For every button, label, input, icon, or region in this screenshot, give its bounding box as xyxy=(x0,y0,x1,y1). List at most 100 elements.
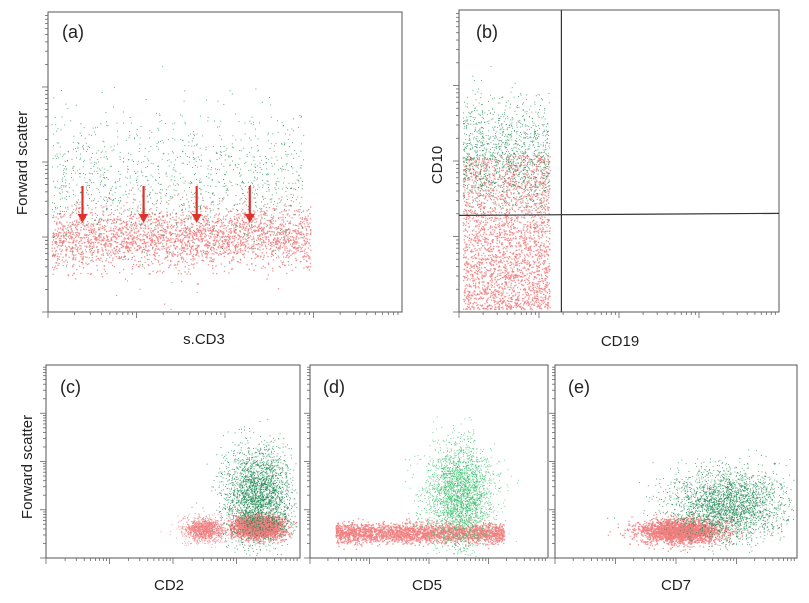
green-event-dot xyxy=(73,136,74,137)
pink-event-dot xyxy=(302,247,303,248)
pink-event-dot xyxy=(201,236,202,237)
green-event-dot xyxy=(137,185,138,186)
green-event-dot xyxy=(238,164,239,165)
green-event-dot xyxy=(266,226,267,227)
green-event-dot xyxy=(240,185,241,186)
pink-event-dot xyxy=(181,257,182,258)
green-event-dot xyxy=(52,209,53,210)
pink-event-dot xyxy=(239,225,240,226)
green-event-dot xyxy=(257,165,258,166)
pink-event-dot xyxy=(174,245,175,246)
green-event-dot xyxy=(177,183,178,184)
green-event-dot xyxy=(247,156,248,157)
pink-event-dot xyxy=(263,229,264,230)
pink-event-dot xyxy=(93,232,94,233)
pink-event-dot xyxy=(265,239,266,240)
pink-event-dot xyxy=(307,220,308,221)
pink-event-dot xyxy=(242,229,243,230)
green-event-dot xyxy=(263,185,264,186)
green-event-dot xyxy=(132,208,133,209)
pink-event-dot xyxy=(102,276,103,277)
green-event-dot xyxy=(214,121,215,122)
pink-event-dot xyxy=(263,266,264,267)
pink-event-dot xyxy=(489,234,490,235)
pink-event-dot xyxy=(253,238,254,239)
pink-event-dot xyxy=(216,249,217,250)
pink-event-dot xyxy=(185,251,186,252)
pink-event-dot xyxy=(205,234,206,235)
pink-event-dot xyxy=(228,223,229,224)
green-event-dot xyxy=(84,177,85,178)
pink-event-dot xyxy=(466,308,467,309)
pink-event-dot xyxy=(171,242,172,243)
green-event-dot xyxy=(61,187,62,188)
pink-event-dot xyxy=(139,266,140,267)
green-event-dot xyxy=(254,241,255,242)
pink-event-dot xyxy=(260,219,261,220)
pink-event-dot xyxy=(541,257,542,258)
pink-event-dot xyxy=(70,217,71,218)
pink-event-dot xyxy=(297,242,298,243)
green-event-dot xyxy=(232,143,233,144)
pink-event-dot xyxy=(290,240,291,241)
pink-event-dot xyxy=(261,245,262,246)
pink-event-dot xyxy=(206,216,207,217)
green-event-dot xyxy=(217,221,218,222)
pink-event-dot xyxy=(175,254,176,255)
green-event-dot xyxy=(237,184,238,185)
pink-event-dot xyxy=(200,211,201,212)
pink-event-dot xyxy=(229,261,230,262)
pink-event-dot xyxy=(190,251,191,252)
pink-event-dot xyxy=(167,226,168,227)
green-event-dot xyxy=(285,169,286,170)
pink-event-dot xyxy=(76,240,77,241)
pink-event-dot xyxy=(94,239,95,240)
pink-event-dot xyxy=(147,233,148,234)
green-event-dot xyxy=(119,156,120,157)
pink-event-dot xyxy=(203,225,204,226)
pink-event-dot xyxy=(526,239,527,240)
pink-event-dot xyxy=(166,221,167,222)
pink-event-dot xyxy=(136,218,137,219)
pink-event-dot xyxy=(273,239,274,240)
green-event-dot xyxy=(243,183,244,184)
pink-event-dot xyxy=(285,223,286,224)
green-event-dot xyxy=(64,153,65,154)
pink-event-dot xyxy=(92,233,93,234)
pink-event-dot xyxy=(122,227,123,228)
pink-event-dot xyxy=(89,251,90,252)
pink-event-dot xyxy=(467,202,468,203)
pink-event-dot xyxy=(279,241,280,242)
pink-event-dot xyxy=(537,231,538,232)
pink-event-dot xyxy=(249,225,250,226)
pink-event-dot xyxy=(178,261,179,262)
pink-event-dot xyxy=(179,234,180,235)
green-event-dot xyxy=(200,148,201,149)
pink-event-dot xyxy=(116,256,117,257)
pink-event-dot xyxy=(543,245,544,246)
green-event-dot xyxy=(285,151,286,152)
pink-event-dot xyxy=(538,283,539,284)
green-event-dot xyxy=(173,153,174,154)
green-event-dot xyxy=(54,255,55,256)
pink-event-dot xyxy=(280,232,281,233)
pink-event-dot xyxy=(114,247,115,248)
pink-event-dot xyxy=(162,272,163,273)
green-event-dot xyxy=(190,133,191,134)
pink-event-dot xyxy=(156,207,157,208)
pink-event-dot xyxy=(104,238,105,239)
pink-event-dot xyxy=(173,253,174,254)
pink-event-dot xyxy=(545,164,546,165)
pink-event-dot xyxy=(97,215,98,216)
pink-event-dot xyxy=(263,214,264,215)
pink-event-dot xyxy=(125,231,126,232)
pink-event-dot xyxy=(218,229,219,230)
green-event-dot xyxy=(130,176,131,177)
green-event-dot xyxy=(198,206,199,207)
green-event-dot xyxy=(249,121,250,122)
green-event-dot xyxy=(161,120,162,121)
green-event-dot xyxy=(276,181,277,182)
green-event-dot xyxy=(237,219,238,220)
pink-event-dot xyxy=(190,273,191,274)
pink-event-dot xyxy=(509,222,510,223)
